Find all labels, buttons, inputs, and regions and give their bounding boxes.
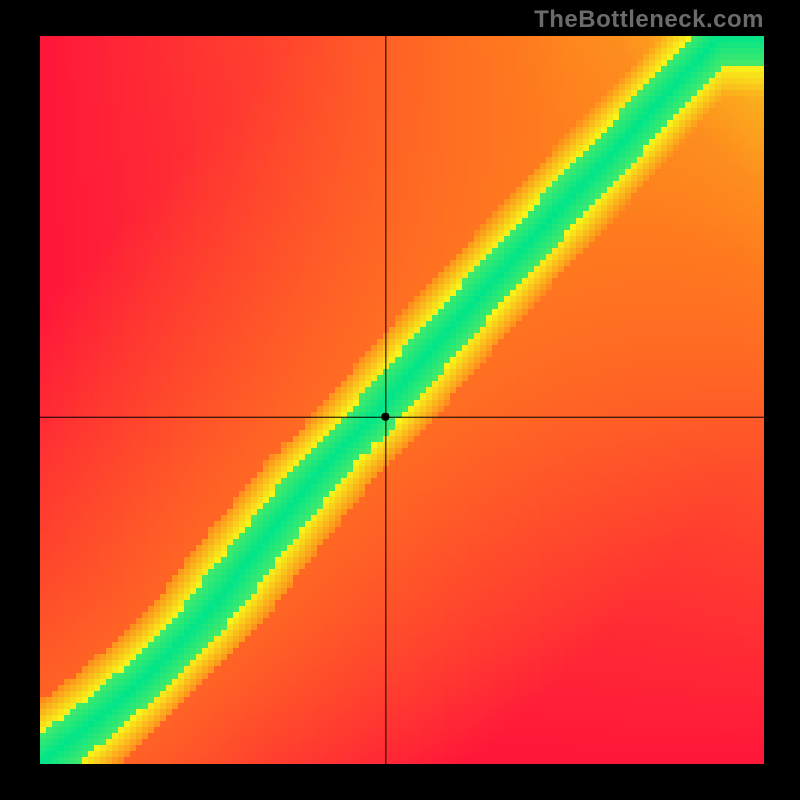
bottleneck-heatmap [40,36,764,764]
watermark-text: TheBottleneck.com [534,6,764,34]
chart-container: TheBottleneck.com [0,0,800,800]
